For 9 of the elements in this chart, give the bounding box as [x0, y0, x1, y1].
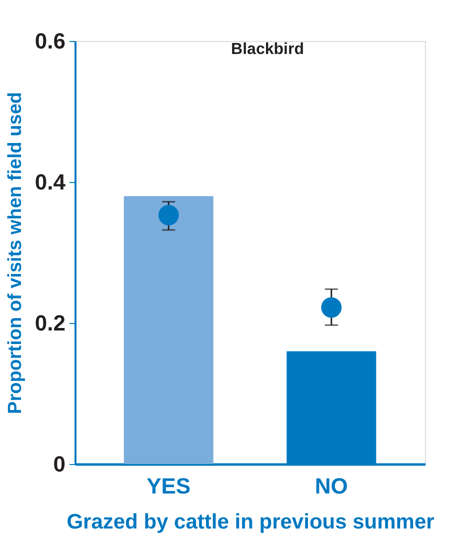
y-tick-label: 0: [53, 452, 66, 476]
y-axis-title: Proportion of visits when field used: [4, 92, 26, 414]
x-tick-label: YES: [146, 474, 191, 498]
y-tick-label: 0.2: [34, 310, 66, 336]
x-axis-title: Grazed by cattle in previous summer: [66, 510, 434, 534]
y-tick-label: 0.6: [34, 28, 66, 54]
x-tick-label: NO: [314, 474, 348, 498]
chart-title: Blackbird: [231, 41, 304, 58]
y-tick-label: 0.4: [34, 170, 66, 194]
